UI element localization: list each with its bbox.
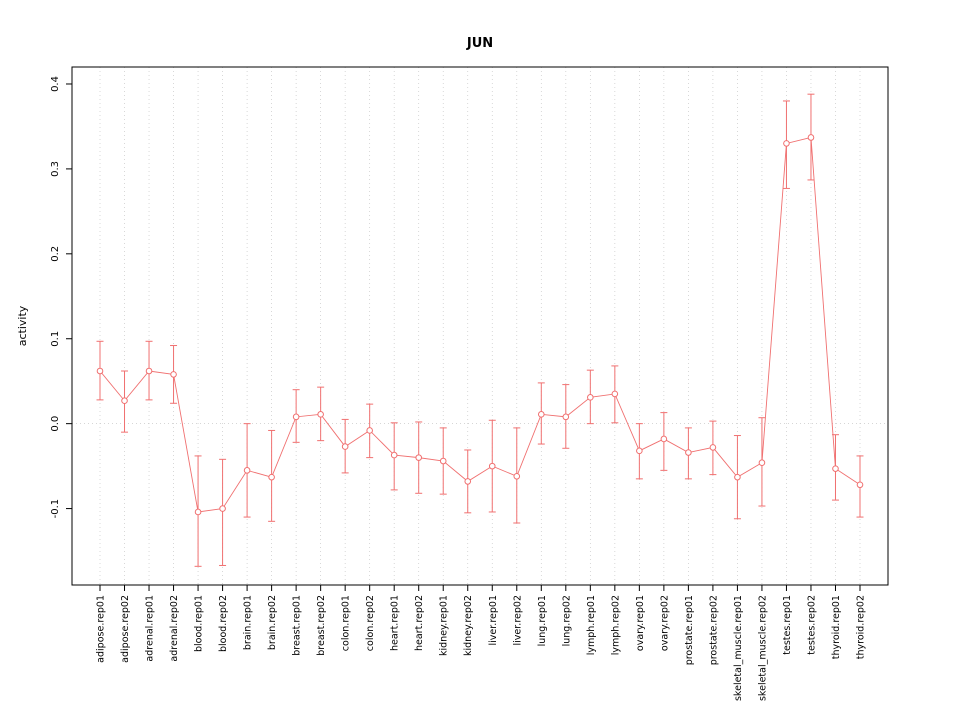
data-point [807,134,815,141]
data-point [709,444,717,451]
x-tick-label: heart.rep02 [414,595,425,651]
x-tick-label: colon.rep01 [341,595,352,651]
data-point [513,473,521,480]
data-point [341,443,349,450]
data-point [783,140,790,147]
x-tick-label: kidney.rep02 [463,595,474,656]
data-point [685,449,692,456]
y-axis-label: activity [16,305,29,346]
x-tick-label: lymph.rep01 [586,595,597,655]
x-tick-label: liver.rep02 [512,595,523,645]
x-tick-label: testes.rep01 [782,595,793,655]
data-point [464,478,472,485]
x-tick-label: lymph.rep02 [610,595,621,655]
data-point [243,467,251,474]
x-tick-label: adipose.rep01 [96,595,107,663]
data-point [317,411,324,418]
plot-box [71,66,889,586]
x-tick-label: brain.rep01 [243,595,254,650]
x-tick-label: adrenal.rep01 [145,595,156,662]
data-point [96,367,104,375]
x-tick-label: ovary.rep01 [635,595,646,651]
data-point [439,457,447,465]
x-tick-label: ovary.rep02 [659,595,670,651]
data-point [390,451,398,459]
series-line [99,136,861,513]
x-tick-label: thyroid.rep01 [831,595,842,659]
data-point [121,397,128,405]
y-tick-label: 0.1 [50,331,61,347]
data-point [636,447,643,455]
data-point [145,367,153,375]
x-tick-label: colon.rep02 [365,595,376,651]
x-tick-label: lung.rep01 [537,595,548,646]
data-point [292,413,300,421]
x-tick-label: heart.rep01 [390,595,401,651]
data-point [832,465,839,472]
data-point [366,427,373,434]
x-tick-label: prostate.rep01 [684,595,695,665]
data-point [194,508,202,516]
y-tick-label: 0.4 [50,76,61,92]
x-tick-label: skeletal_muscle.rep02 [757,595,768,701]
y-tick-label: 0.3 [50,161,61,177]
data-point [170,371,177,378]
x-tick-label: adipose.rep02 [120,595,131,663]
x-tick-label: adrenal.rep02 [169,595,180,662]
data-point [734,473,741,481]
data-point [856,481,864,489]
y-tick-label: -0.1 [50,499,61,519]
data-point [660,435,668,443]
x-tick-label: blood.rep02 [218,595,229,652]
data-point [488,462,496,470]
x-tick-label: thyroid.rep02 [856,595,867,659]
data-point [611,390,619,398]
y-tick-label: 0.2 [50,246,61,262]
x-tick-label: breast.rep02 [316,595,327,656]
x-tick-label: testes.rep02 [806,595,817,655]
x-tick-label: liver.rep01 [488,595,499,645]
x-tick-label: blood.rep01 [194,595,205,652]
y-tick-label: 0.0 [50,416,61,432]
data-point [219,505,226,512]
data-point [562,413,570,421]
data-point [758,459,766,467]
x-tick-label: breast.rep01 [292,595,303,656]
data-point [268,473,275,481]
chart-title: JUN [466,36,494,51]
x-tick-label: kidney.rep01 [439,595,450,656]
data-point [537,411,545,418]
x-tick-label: prostate.rep02 [708,595,719,665]
x-tick-label: brain.rep02 [267,595,278,650]
x-tick-label: skeletal_muscle.rep01 [733,595,744,701]
data-point [415,454,423,461]
x-tick-label: lung.rep02 [561,595,572,646]
data-point [587,394,594,401]
